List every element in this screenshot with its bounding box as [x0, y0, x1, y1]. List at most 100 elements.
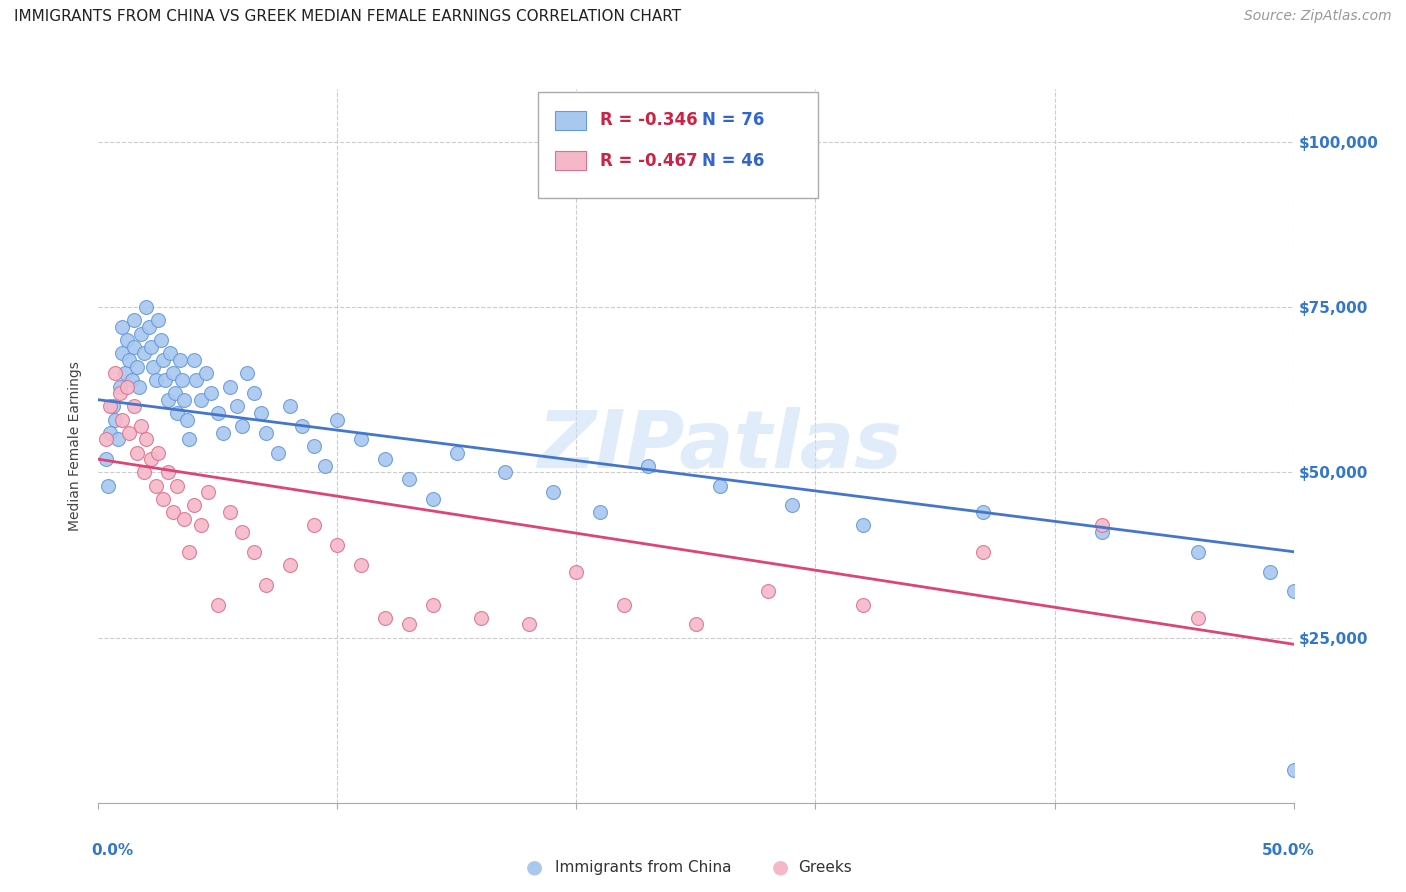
Point — [302, 518, 325, 533]
Point — [107, 433, 129, 447]
Point — [111, 412, 134, 426]
Point — [179, 433, 201, 447]
Point — [235, 367, 257, 381]
Point — [1282, 763, 1305, 777]
Point — [183, 499, 205, 513]
Point — [104, 367, 127, 381]
Text: 50.0%: 50.0% — [1261, 843, 1315, 858]
Point — [190, 518, 212, 533]
Point — [1187, 545, 1209, 559]
Point — [155, 373, 177, 387]
Point — [250, 406, 273, 420]
Point — [219, 505, 242, 519]
Point — [145, 373, 167, 387]
Point — [972, 545, 994, 559]
Point — [278, 400, 301, 414]
Point — [326, 412, 349, 426]
Point — [446, 445, 468, 459]
Point — [278, 558, 301, 572]
Point — [1091, 518, 1114, 533]
Point — [121, 373, 143, 387]
Point — [1091, 524, 1114, 539]
Point — [291, 419, 314, 434]
Point — [145, 478, 167, 492]
Point — [132, 346, 155, 360]
Text: Source: ZipAtlas.com: Source: ZipAtlas.com — [1244, 9, 1392, 23]
Point — [211, 425, 233, 440]
Point — [94, 433, 117, 447]
Point — [315, 458, 337, 473]
Point — [156, 466, 179, 480]
Point — [852, 598, 875, 612]
Point — [219, 379, 242, 393]
Point — [972, 505, 994, 519]
Point — [517, 617, 540, 632]
Point — [195, 367, 218, 381]
Point — [131, 326, 153, 341]
Point — [243, 545, 266, 559]
Point — [176, 412, 198, 426]
Text: N = 76: N = 76 — [702, 112, 763, 129]
Point — [94, 452, 117, 467]
Point — [350, 558, 373, 572]
Point — [163, 386, 186, 401]
Text: ●: ● — [772, 857, 789, 877]
Point — [118, 425, 141, 440]
Point — [97, 478, 120, 492]
Point — [200, 386, 222, 401]
Point — [398, 472, 420, 486]
Y-axis label: Median Female Earnings: Median Female Earnings — [69, 361, 83, 531]
Point — [128, 379, 150, 393]
Point — [166, 406, 188, 420]
Point — [148, 445, 170, 459]
Point — [1187, 611, 1209, 625]
Point — [183, 353, 205, 368]
Point — [1258, 565, 1281, 579]
Point — [302, 439, 325, 453]
Point — [131, 419, 153, 434]
Point — [135, 300, 157, 314]
Point — [152, 491, 174, 506]
Point — [139, 340, 162, 354]
Text: N = 46: N = 46 — [702, 152, 763, 169]
Point — [398, 617, 420, 632]
Point — [173, 392, 195, 407]
Point — [541, 485, 564, 500]
Point — [132, 466, 155, 480]
Point — [101, 400, 124, 414]
Point — [756, 584, 779, 599]
Point — [207, 406, 229, 420]
Point — [780, 499, 803, 513]
Point — [179, 545, 201, 559]
Point — [166, 478, 188, 492]
Point — [637, 458, 659, 473]
Point — [139, 452, 162, 467]
Point — [226, 400, 249, 414]
Point — [125, 445, 148, 459]
Point — [124, 400, 146, 414]
Point — [173, 511, 195, 525]
Point — [124, 340, 146, 354]
Point — [118, 353, 141, 368]
Point — [470, 611, 492, 625]
Point — [197, 485, 219, 500]
Point — [374, 452, 396, 467]
Point — [135, 433, 157, 447]
Point — [125, 359, 148, 374]
Point — [159, 346, 181, 360]
Point — [124, 313, 146, 327]
Text: Immigrants from China: Immigrants from China — [555, 860, 733, 874]
Point — [422, 491, 444, 506]
Point — [111, 320, 134, 334]
Point — [108, 379, 131, 393]
Point — [186, 373, 208, 387]
Point — [565, 565, 588, 579]
Point — [207, 598, 229, 612]
Point — [98, 425, 122, 440]
Text: IMMIGRANTS FROM CHINA VS GREEK MEDIAN FEMALE EARNINGS CORRELATION CHART: IMMIGRANTS FROM CHINA VS GREEK MEDIAN FE… — [14, 9, 681, 24]
Point — [149, 333, 172, 347]
Point — [138, 320, 160, 334]
Point — [162, 367, 184, 381]
Point — [98, 400, 122, 414]
Point — [162, 505, 184, 519]
